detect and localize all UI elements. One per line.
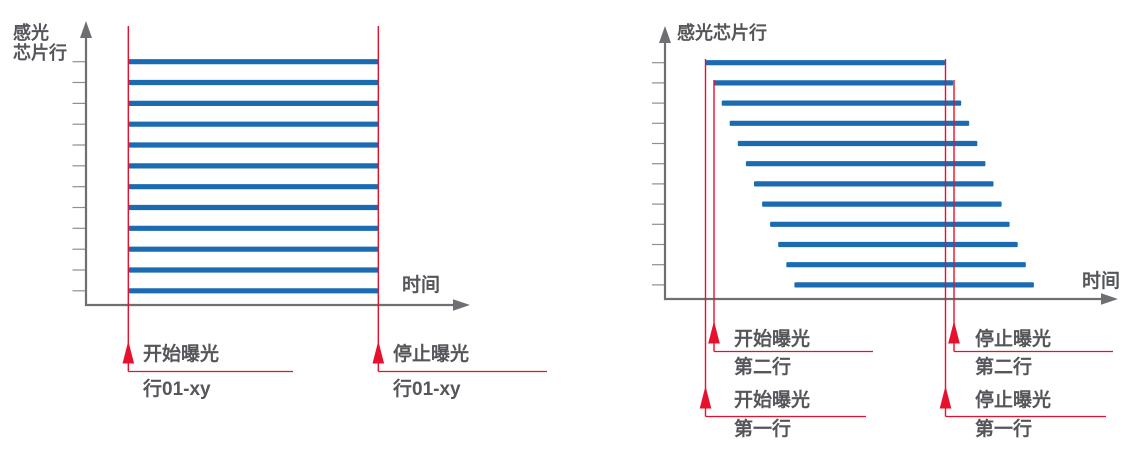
exposure-bar bbox=[128, 163, 379, 169]
exposure-bar bbox=[786, 262, 1026, 268]
left-stop-arrow-up-icon bbox=[372, 341, 385, 364]
right-exposure-bars bbox=[705, 60, 1034, 288]
exposure-bar bbox=[128, 100, 379, 106]
exposure-bar bbox=[762, 201, 1002, 207]
right-start-row1-marker bbox=[699, 59, 866, 418]
left-x-axis-label: 时间 bbox=[402, 275, 441, 296]
right-stop-row1-sub-label: 第一行 bbox=[975, 419, 1033, 440]
exposure-bar bbox=[128, 142, 379, 148]
left-start-exposure-marker bbox=[122, 26, 293, 373]
right-start-row2-label: 开始曝光 bbox=[734, 329, 811, 350]
exposure-bar bbox=[128, 288, 379, 294]
exposure-bar bbox=[128, 267, 379, 273]
exposure-bar bbox=[128, 121, 379, 127]
left-start-exposure-rows-label: 行01-xy bbox=[143, 379, 211, 400]
left-start-arrow-up-icon bbox=[122, 341, 135, 364]
exposure-bar bbox=[128, 225, 379, 231]
left-y-axis-label-line2: 芯片行 bbox=[13, 43, 67, 63]
left-stop-exposure-label: 停止曝光 bbox=[393, 344, 470, 365]
exposure-bar bbox=[128, 79, 379, 86]
left-y-axis bbox=[80, 21, 92, 306]
left-x-axis-arrow-icon bbox=[453, 299, 470, 311]
exposure-bar bbox=[128, 59, 379, 65]
right-y-axis-arrow-icon bbox=[659, 26, 671, 43]
right-stop-row2-marker bbox=[948, 80, 1113, 353]
exposure-bar bbox=[128, 204, 379, 211]
left-stop-exposure-rows-label: 行01-xy bbox=[393, 379, 461, 400]
right-y-axis-ticks bbox=[652, 62, 665, 286]
right-x-axis-arrow-icon bbox=[1101, 293, 1118, 305]
left-chart bbox=[72, 21, 547, 373]
right-chart bbox=[652, 26, 1118, 418]
exposure-bar bbox=[729, 120, 970, 126]
left-y-axis-ticks bbox=[72, 61, 86, 292]
right-start-row1-arrow-up-icon bbox=[699, 386, 712, 409]
right-x-axis bbox=[664, 293, 1118, 305]
right-start-row2-marker bbox=[708, 80, 873, 353]
left-y-axis-arrow-icon bbox=[80, 21, 92, 38]
exposure-bar bbox=[794, 282, 1034, 288]
left-x-axis bbox=[85, 299, 470, 311]
right-y-axis-label: 感光芯片行 bbox=[677, 23, 767, 43]
exposure-bar bbox=[128, 184, 379, 190]
exposure-bar bbox=[754, 181, 994, 187]
right-stop-row2-label: 停止曝光 bbox=[975, 329, 1052, 350]
right-x-axis-label: 时间 bbox=[1082, 271, 1121, 292]
exposure-bar bbox=[721, 100, 962, 106]
right-stop-row2-arrow-up-icon bbox=[948, 321, 960, 344]
right-start-row1-label: 开始曝光 bbox=[734, 390, 811, 411]
left-y-axis-label-line1: 感光 bbox=[13, 23, 49, 43]
exposure-bar bbox=[737, 140, 978, 147]
right-stop-row1-marker bbox=[939, 59, 1106, 418]
right-stop-row2-sub-label: 第二行 bbox=[975, 357, 1033, 378]
right-y-axis bbox=[659, 26, 671, 300]
right-start-row2-arrow-up-icon bbox=[708, 321, 720, 344]
left-stop-exposure-marker bbox=[372, 26, 547, 373]
left-y-axis-label: 感光 芯片行 bbox=[13, 23, 67, 63]
right-stop-row1-arrow-up-icon bbox=[939, 386, 952, 409]
exposure-bar bbox=[713, 80, 954, 86]
right-start-row2-sub-label: 第二行 bbox=[734, 357, 792, 378]
left-exposure-bars bbox=[128, 59, 379, 294]
left-start-exposure-label: 开始曝光 bbox=[143, 344, 220, 365]
exposure-bar bbox=[128, 246, 379, 252]
exposure-bar bbox=[745, 161, 986, 167]
exposure-bar bbox=[778, 241, 1018, 248]
exposure-bar bbox=[770, 221, 1010, 227]
right-stop-row1-label: 停止曝光 bbox=[975, 390, 1052, 411]
exposure-bar bbox=[705, 60, 945, 66]
right-start-row1-sub-label: 第一行 bbox=[734, 419, 792, 440]
